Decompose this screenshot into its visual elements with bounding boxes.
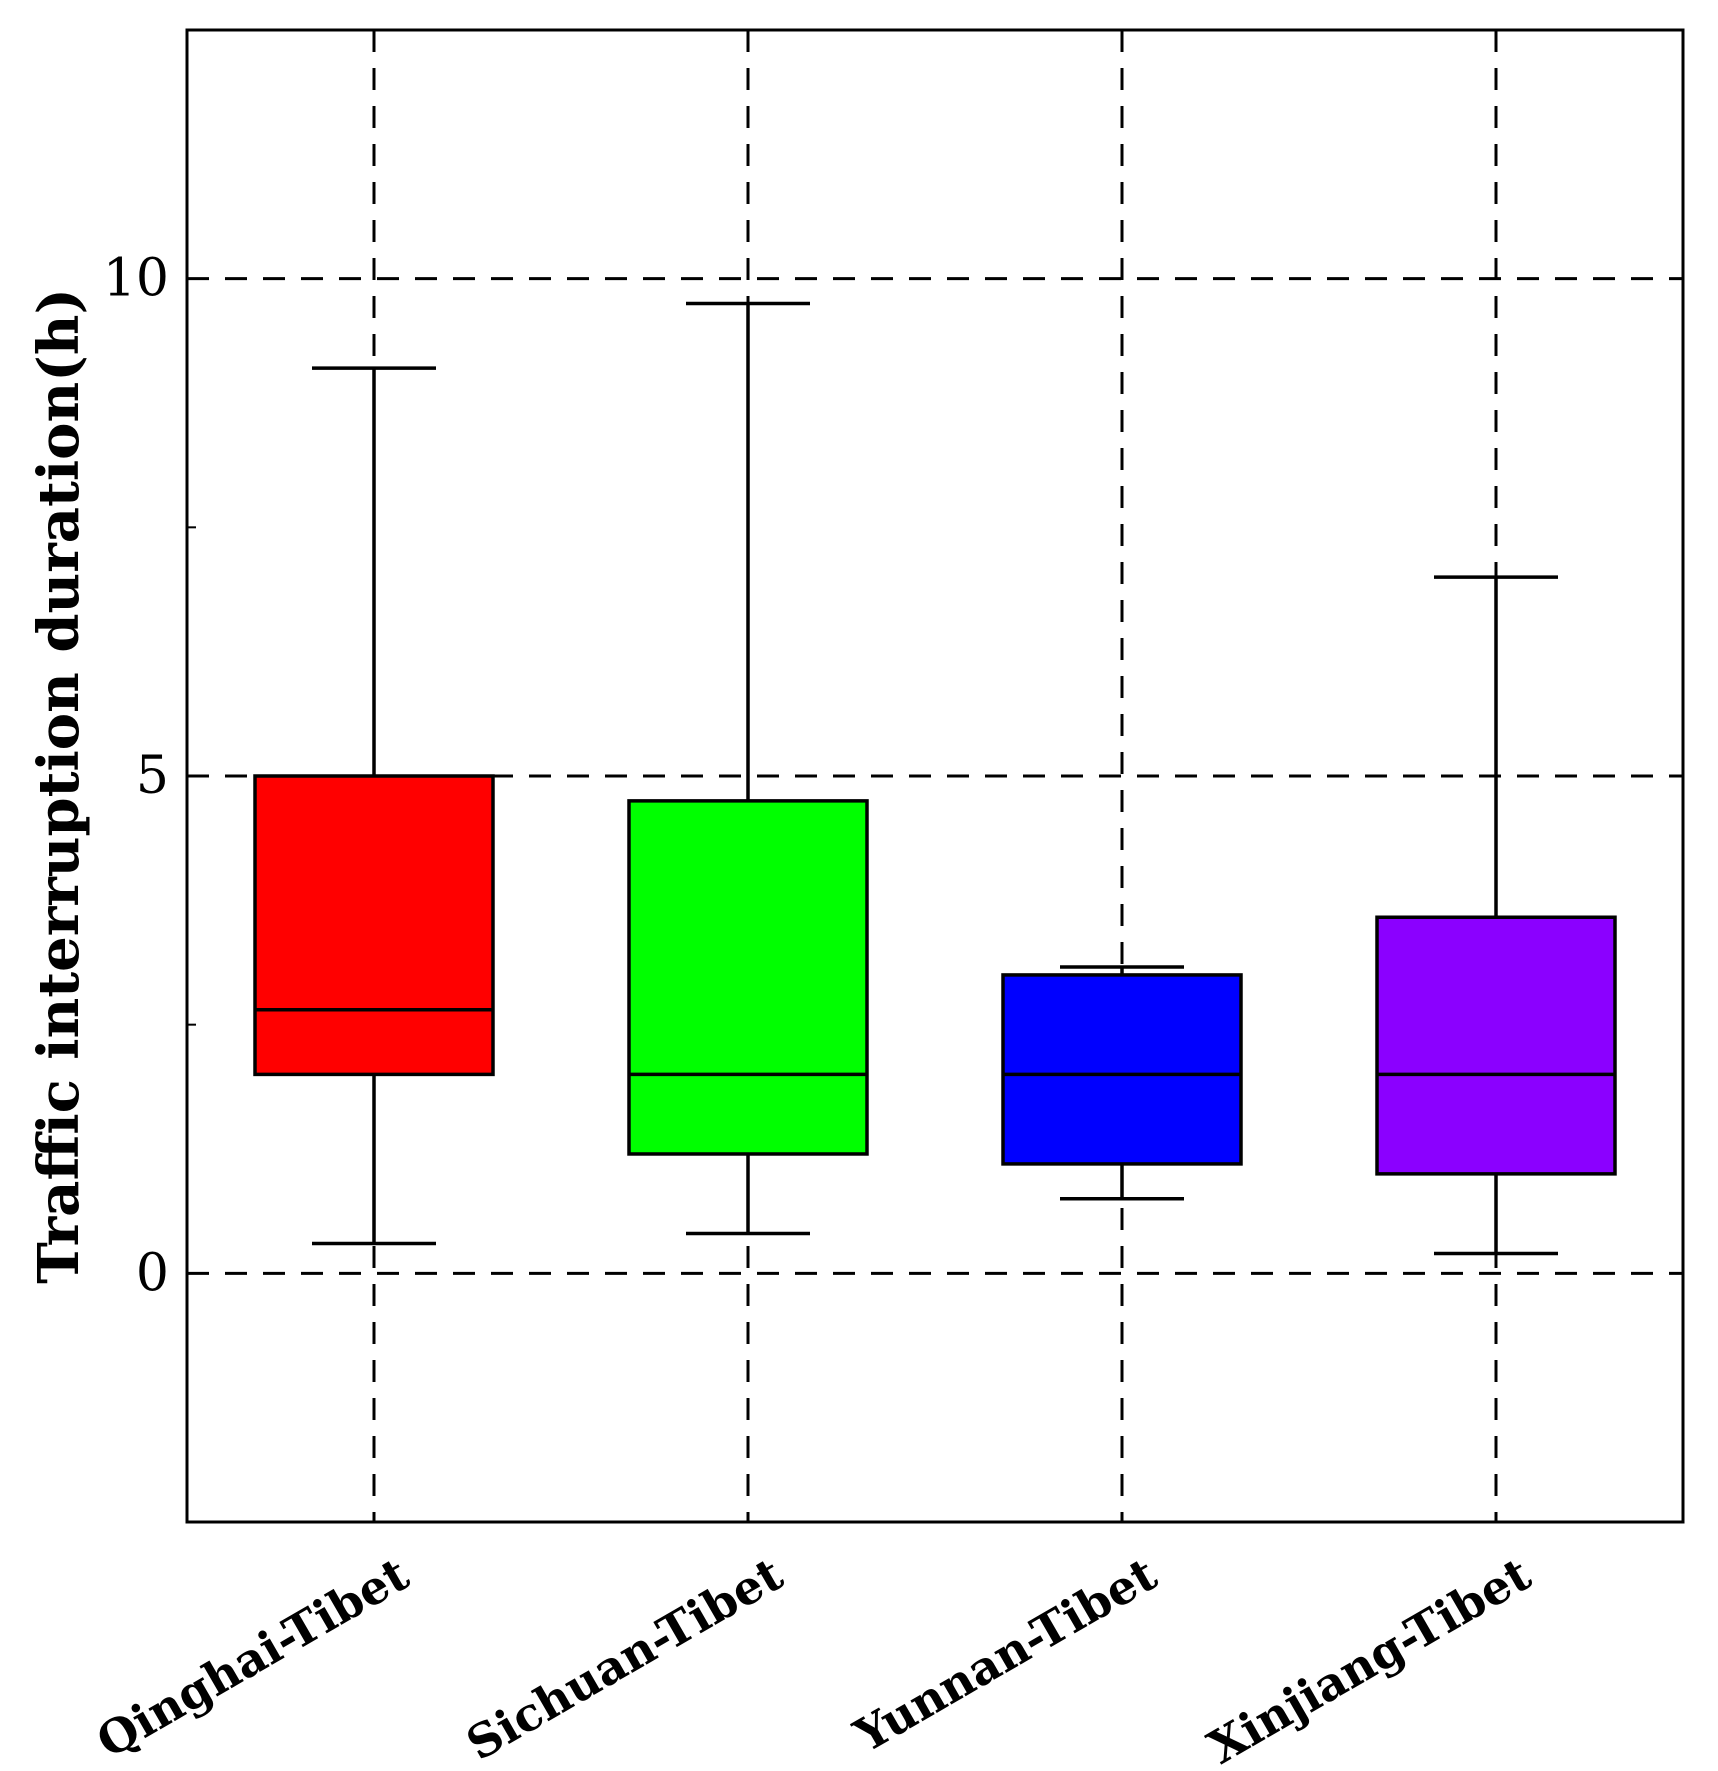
y-tick-label: 10 — [103, 249, 169, 309]
box-iqr — [253, 774, 495, 1077]
box-4 — [1375, 575, 1617, 1256]
x-category-label: Qinghai-Tibet — [88, 1546, 419, 1768]
box-iqr — [1001, 973, 1243, 1166]
x-category-label: Yunnan-Tibet — [845, 1546, 1166, 1763]
box-1 — [253, 366, 495, 1246]
axis-ticks — [187, 277, 201, 1275]
y-axis-title: Traffic interruption duration(h) — [26, 288, 92, 1284]
box-3 — [1001, 965, 1243, 1201]
x-category-label: Sichuan-Tibet — [457, 1546, 792, 1770]
box-iqr — [627, 799, 869, 1156]
boxes — [253, 301, 1617, 1256]
y-tick-label: 0 — [136, 1243, 169, 1303]
box-iqr — [1375, 915, 1617, 1176]
box-2 — [627, 301, 869, 1236]
y-tick-label: 5 — [136, 746, 169, 806]
x-category-label: Xinjiang-Tibet — [1199, 1546, 1540, 1771]
